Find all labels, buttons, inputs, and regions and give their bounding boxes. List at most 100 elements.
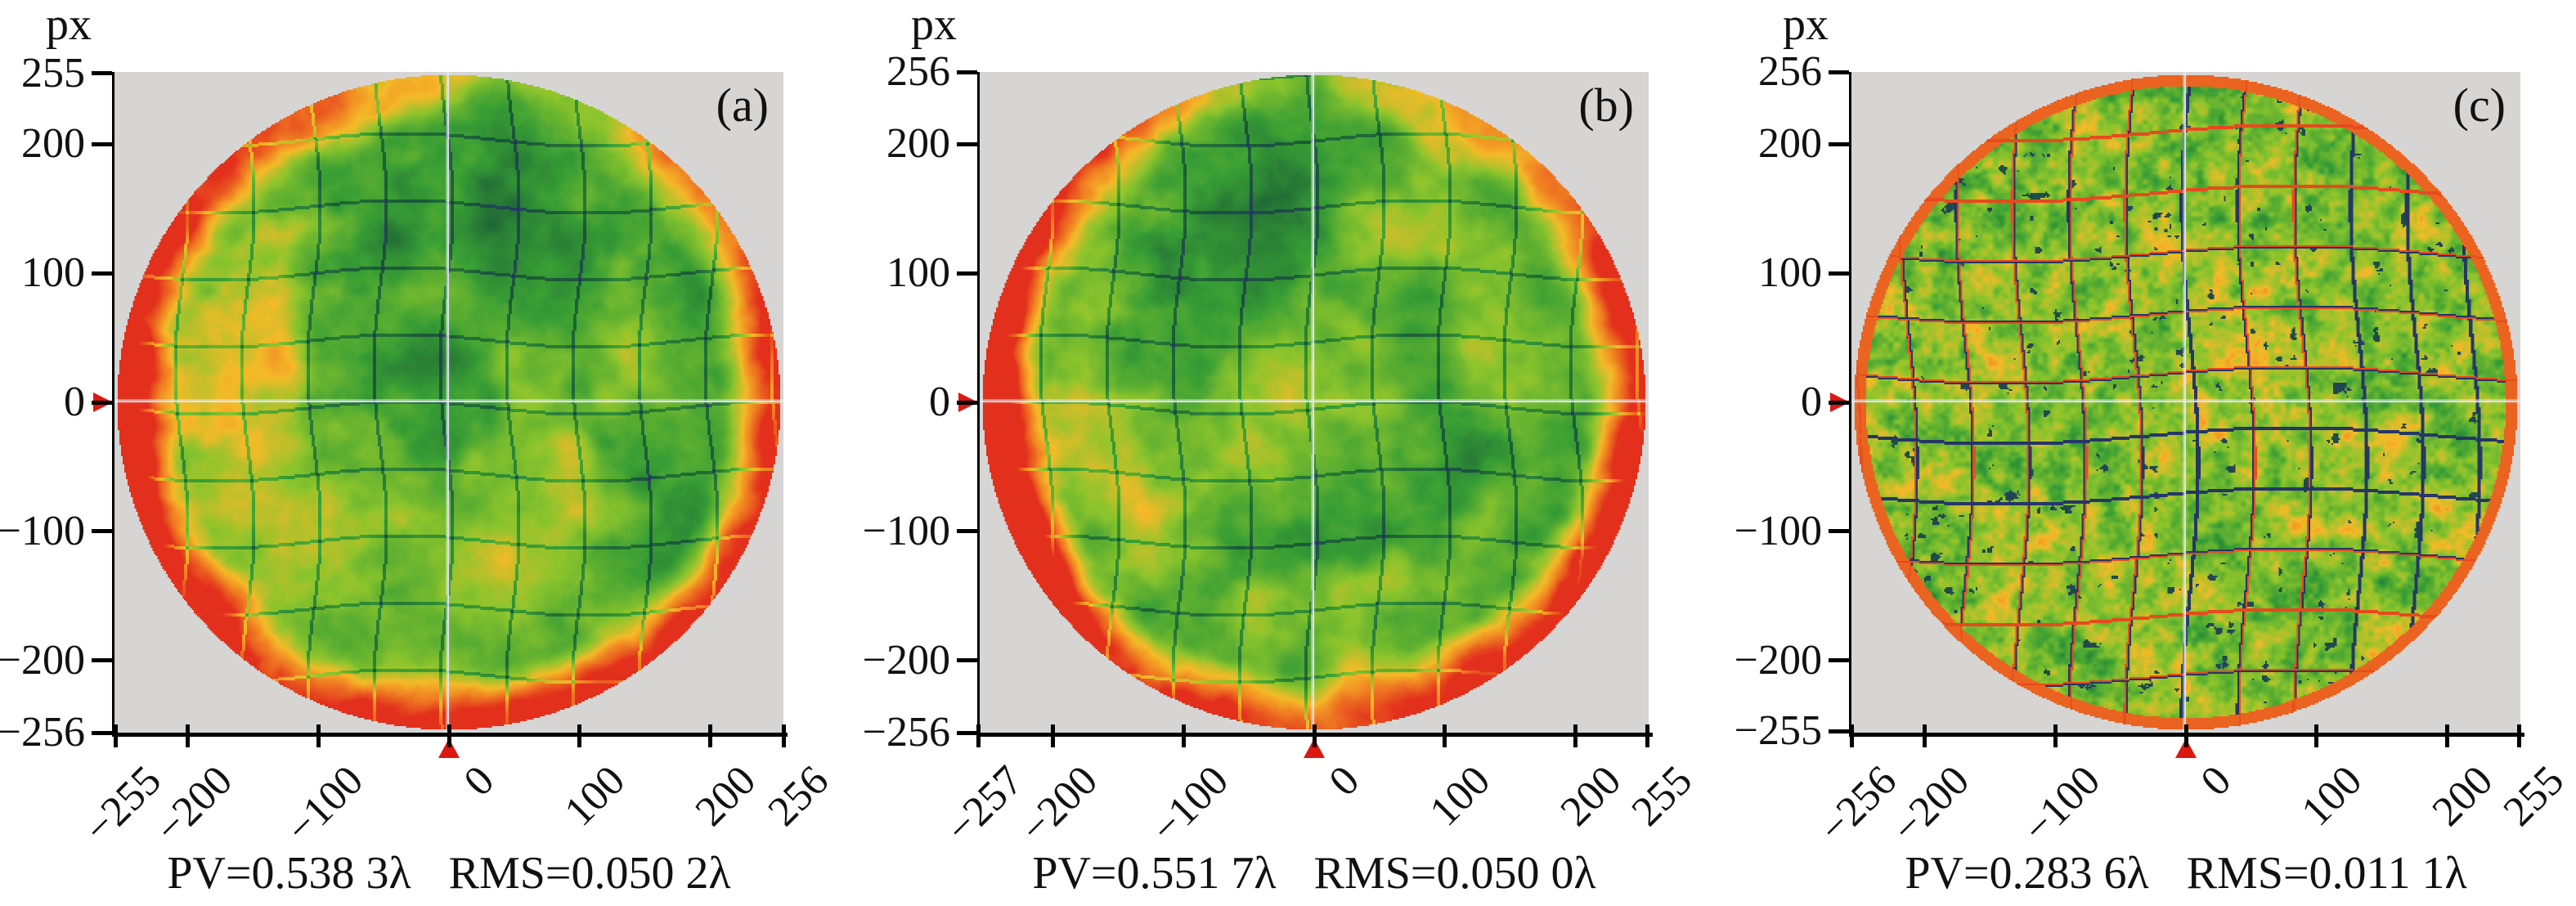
x-tick-label-text: 255	[1623, 756, 1702, 836]
y-tick-label: 200	[1758, 120, 1822, 168]
x-tick	[114, 724, 119, 747]
x-tick	[2183, 724, 2188, 747]
x-tick-label-text: −100	[2014, 756, 2110, 853]
y-tick-label: −100	[0, 507, 85, 554]
x-tick-label: −200	[123, 757, 241, 852]
x-tick	[577, 724, 582, 747]
x-tick	[1645, 724, 1649, 747]
y-tick-label: −100	[1734, 507, 1822, 554]
y-axis-unit-label: px	[911, 0, 957, 50]
x-tick-label-text: −100	[277, 756, 373, 853]
y-tick	[957, 400, 977, 405]
x-tick	[2445, 724, 2450, 747]
x-tick-label-text: −200	[146, 756, 242, 853]
y-tick-label: 255	[21, 49, 85, 96]
y-tick	[1829, 729, 1849, 733]
x-tick	[185, 724, 190, 747]
phase-map-panel-b: px (b) PV=0.551 7λ RMS=0.050 0λ 256 200 10…	[863, 0, 1724, 906]
x-tick	[1573, 724, 1578, 747]
y-axis	[977, 72, 981, 737]
x-tick-label: 100	[1404, 757, 1498, 835]
x-tick-label: 255	[2478, 757, 2573, 835]
x-tick	[708, 724, 713, 747]
wavefront-heatmap	[1851, 72, 2520, 733]
y-tick-label: −200	[862, 636, 950, 684]
x-tick-label: 200	[2407, 757, 2501, 835]
plot-area: (b)	[958, 72, 1649, 758]
y-tick	[957, 271, 977, 276]
x-tick-label: 200	[1535, 757, 1629, 835]
wavefront-heatmap	[980, 72, 1649, 733]
plot-area: (a)	[93, 72, 783, 758]
x-tick	[1443, 724, 1447, 747]
y-axis-unit-label: px	[46, 0, 92, 50]
x-tick-label: −100	[1119, 757, 1237, 852]
x-tick-label-text: −100	[1142, 756, 1238, 853]
caption: PV=0.283 6λ RMS=0.011 1λ	[1851, 848, 2520, 899]
rms-value: RMS=0.050 0λ	[1313, 848, 1596, 899]
y-tick	[1829, 271, 1849, 276]
y-tick	[92, 271, 112, 276]
y-tick	[92, 400, 112, 405]
x-tick-label-text: 100	[1420, 756, 1499, 836]
x-tick-label: 0	[2188, 757, 2240, 805]
y-axis-unit-label: px	[1783, 0, 1829, 50]
y-tick-label: 0	[929, 379, 950, 425]
panel-letter: (c)	[2453, 78, 2506, 132]
y-tick-label: −200	[1734, 636, 1822, 684]
y-tick	[92, 529, 112, 534]
y-tick-label: 200	[886, 120, 950, 168]
x-tick	[976, 724, 981, 747]
y-tick	[92, 141, 112, 146]
x-tick	[2314, 724, 2319, 747]
y-tick	[92, 730, 112, 735]
y-tick-label: −200	[0, 636, 85, 684]
x-tick-label: −100	[1990, 757, 2109, 852]
x-tick-label: 256	[743, 757, 837, 835]
x-tick	[1922, 724, 1927, 747]
rms-value: RMS=0.050 2λ	[448, 848, 731, 899]
y-tick	[957, 658, 977, 663]
x-tick	[1181, 724, 1186, 747]
x-tick	[447, 724, 451, 747]
y-tick-label: 256	[1758, 48, 1822, 95]
y-tick-label: −256	[862, 709, 950, 756]
y-tick-label: 100	[1758, 249, 1822, 297]
x-tick-label-text: 0	[455, 756, 504, 805]
y-tick-label: −100	[862, 507, 950, 554]
y-tick	[1829, 141, 1849, 146]
x-tick-label-text: 256	[759, 756, 838, 836]
y-tick	[92, 71, 112, 76]
y-tick-label: 100	[886, 249, 950, 297]
x-tick-label-text: 0	[1320, 756, 1369, 805]
y-axis	[1849, 72, 1853, 737]
caption: PV=0.538 3λ RMS=0.050 2λ	[114, 848, 783, 899]
y-tick	[957, 70, 977, 74]
y-tick	[1829, 658, 1849, 663]
x-tick-label-text: −200	[1012, 756, 1107, 853]
y-tick-label: 100	[21, 249, 85, 297]
pv-value: PV=0.283 6λ	[1905, 848, 2149, 899]
x-tick	[1849, 724, 1854, 747]
plot-area: (c)	[1830, 72, 2520, 758]
panel-letter: (b)	[1578, 78, 1634, 132]
x-tick-label: −200	[1860, 757, 1978, 852]
y-tick	[957, 141, 977, 146]
phase-map-panel-a: px (a) PV=0.538 3λ RMS=0.050 2λ 255 200 10…	[0, 0, 859, 906]
x-tick-label: 255	[1606, 757, 1701, 835]
x-tick	[2053, 724, 2058, 747]
x-tick-label-text: −200	[1883, 756, 1979, 853]
pv-value: PV=0.538 3λ	[167, 848, 411, 899]
panel-letter: (a)	[716, 78, 769, 132]
x-tick	[1312, 724, 1317, 747]
y-tick	[92, 658, 112, 663]
x-tick	[781, 724, 786, 747]
y-tick	[1829, 529, 1849, 534]
y-tick-label: 256	[886, 48, 950, 95]
x-tick-label-text: 100	[555, 756, 634, 836]
x-tick-label: −200	[988, 757, 1106, 852]
x-tick-label: −100	[254, 757, 372, 852]
x-tick	[316, 724, 321, 747]
x-tick-label: 0	[451, 757, 503, 805]
x-tick	[2516, 724, 2521, 747]
